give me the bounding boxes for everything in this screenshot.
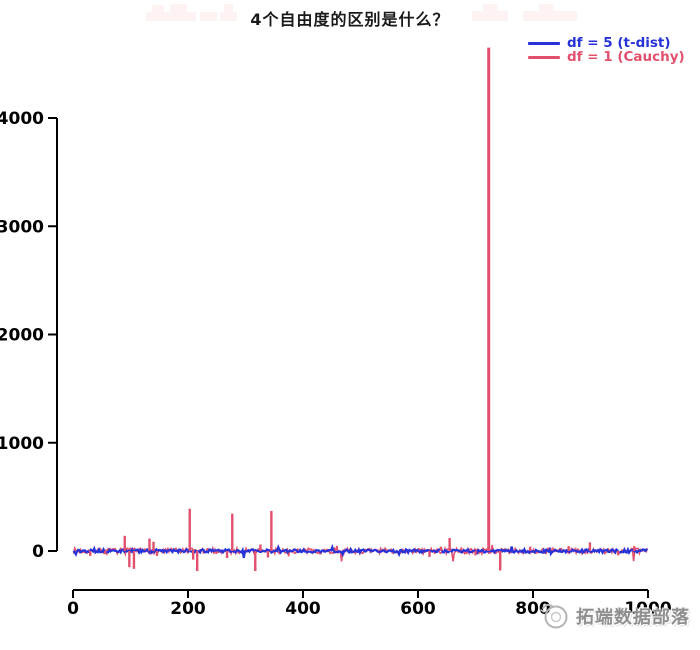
- legend-entry-cauchy: df = 1 (Cauchy): [528, 50, 685, 64]
- y-tick-label: 1000: [0, 434, 44, 454]
- faint-watermark-blob: [523, 11, 577, 21]
- faint-watermark-blob: [472, 11, 508, 21]
- faint-watermark-blob: [200, 12, 217, 21]
- x-tick-label: 200: [170, 599, 206, 619]
- watermark: 拓端数据部落: [538, 600, 690, 632]
- legend-line-sample-red: [528, 55, 560, 59]
- y-tick-label: 3000: [0, 217, 44, 237]
- faint-watermark-blob: [170, 4, 187, 13]
- x-tick-label: 800: [515, 599, 551, 619]
- watermark-text: 拓端数据部落: [575, 607, 691, 628]
- faint-watermark-blob: [146, 12, 196, 21]
- chart-legend: df = 5 (t-dist) df = 1 (Cauchy): [528, 36, 685, 64]
- y-tick-label: 2000: [0, 326, 44, 346]
- x-tick-label: 600: [400, 599, 436, 619]
- series-t-dist: [72, 543, 648, 559]
- x-tick-label: 1000: [624, 599, 671, 619]
- legend-label-cauchy: df = 1 (Cauchy): [567, 49, 685, 65]
- legend-line-sample-blue: [528, 41, 560, 45]
- chart-title: 4个自由度的区别是什么？: [250, 10, 450, 29]
- x-tick-label: 0: [67, 599, 79, 619]
- legend-label-t-dist: df = 5 (t-dist): [567, 35, 671, 51]
- faint-watermark-blob: [220, 12, 237, 21]
- faint-watermark-blob: [224, 4, 233, 13]
- legend-entry-t-dist: df = 5 (t-dist): [528, 36, 685, 50]
- watermark-logo-icon: [540, 603, 568, 629]
- y-tick-label: 0: [32, 542, 44, 562]
- faint-watermark-blob: [539, 4, 554, 12]
- faint-watermark-blob: [483, 4, 498, 12]
- y-tick-label: 4000: [0, 109, 44, 129]
- faint-watermark-blob: [152, 5, 164, 13]
- x-tick-label: 400: [285, 599, 321, 619]
